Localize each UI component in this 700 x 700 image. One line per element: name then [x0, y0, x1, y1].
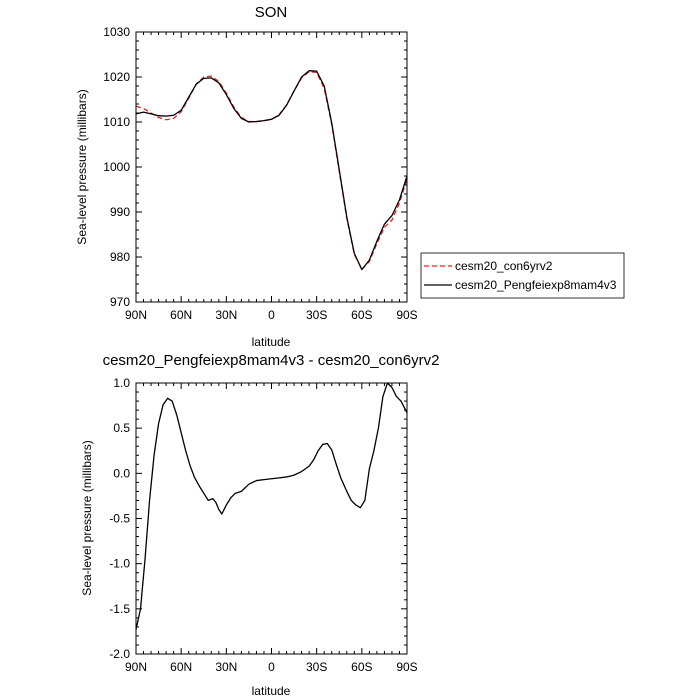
top-y-tick-label: 990 [110, 205, 130, 219]
bottom-x-tick-label: 0 [268, 660, 275, 674]
bottom-x-tick-label: 90N [125, 660, 147, 674]
top-y-tick-label: 1030 [103, 25, 130, 39]
top-x-tick-label: 60S [351, 308, 372, 322]
top-x-axis-label: latitude [252, 335, 291, 349]
top-plot-frame [135, 31, 408, 303]
bottom-series-line-0 [135, 382, 408, 630]
top-y-tick-label: 970 [110, 295, 130, 309]
top-x-tick-label: 60N [170, 308, 192, 322]
bottom-x-tick-label: 60N [170, 660, 192, 674]
top-y-tick-label: 1010 [103, 115, 130, 129]
bottom-x-tick-label: 30S [306, 660, 327, 674]
bottom-x-tick-label: 30N [215, 660, 237, 674]
bottom-panel: cesm20_Pengfeiexp8mam4v3 - cesm20_con6yr… [80, 352, 439, 698]
legend-label-con6yrv2: cesm20_con6yrv2 [455, 259, 553, 273]
bottom-x-axis-label: latitude [252, 684, 291, 698]
bottom-y-tick-label: -0.5 [109, 512, 130, 526]
bottom-y-tick-label: 0.5 [113, 421, 130, 435]
bottom-y-tick-label: -2.0 [109, 647, 130, 661]
top-chart-title: SON [255, 4, 288, 21]
top-y-tick-label: 1000 [103, 160, 130, 174]
top-x-tick-label: 0 [268, 308, 275, 322]
top-y-tick-label: 1020 [103, 70, 130, 84]
bottom-x-tick-label: 60S [351, 660, 372, 674]
bottom-y-tick-label: -1.5 [109, 602, 130, 616]
top-series-line-1 [135, 70, 408, 271]
top-x-tick-label: 30S [306, 308, 327, 322]
top-x-tick-label: 30N [215, 308, 237, 322]
legend-label-pengfeiexp8mam4v3: cesm20_Pengfeiexp8mam4v3 [455, 278, 617, 292]
top-series-line-0 [135, 70, 408, 270]
bottom-plot-frame [135, 382, 408, 655]
top-y-tick-label: 980 [110, 250, 130, 264]
bottom-y-tick-label: -1.0 [109, 557, 130, 571]
top-x-tick-label: 90N [125, 308, 147, 322]
bottom-y-tick-label: 1.0 [113, 376, 130, 390]
top-panel: SON 90N 60N 30N 0 30S 60S 90S 970 980 990 1000 1010… [75, 4, 418, 349]
bottom-y-tick-label: 0.0 [113, 466, 130, 480]
top-y-axis-label: Sea-level pressure (millibars) [75, 89, 89, 244]
bottom-y-axis-label: Sea-level pressure (millibars) [80, 440, 94, 595]
legend: cesm20_con6yrv2 cesm20_Pengfeiexp8mam4v3 [420, 252, 625, 299]
bottom-chart-title: cesm20_Pengfeiexp8mam4v3 - cesm20_con6yr… [103, 352, 440, 369]
bottom-x-tick-label: 90S [396, 660, 417, 674]
legend-box [420, 252, 625, 299]
top-x-tick-label: 90S [396, 308, 417, 322]
